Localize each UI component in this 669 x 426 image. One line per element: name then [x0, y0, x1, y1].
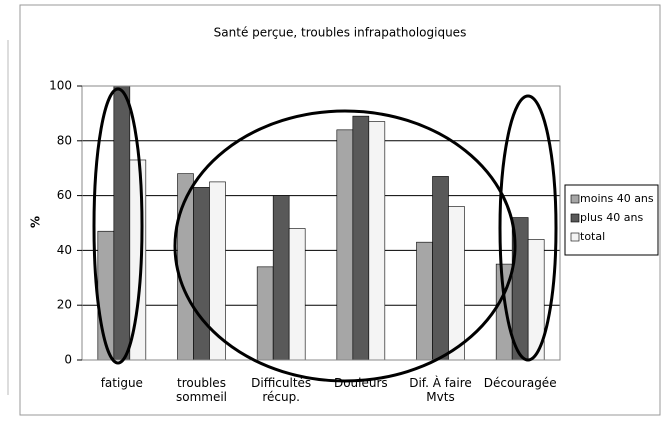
x-tick-label: Dif. À faire Mvts: [409, 376, 472, 404]
legend: [564, 184, 659, 256]
bar: [448, 206, 465, 361]
x-tick-label: troubles sommeil: [175, 376, 228, 404]
y-tick-label: 0: [64, 353, 72, 367]
bar: [272, 195, 290, 361]
legend-swatch: [570, 194, 580, 204]
bar: [256, 266, 274, 361]
y-tick-label: 40: [57, 243, 72, 257]
legend-swatch: [570, 213, 580, 223]
bar: [352, 115, 370, 361]
legend-label: total: [580, 230, 605, 243]
annotation-ellipse: [173, 109, 517, 383]
bar: [432, 176, 449, 361]
legend-swatch: [570, 232, 580, 242]
y-tick-label: 100: [49, 79, 72, 93]
bar: [416, 241, 433, 361]
y-tick-label: 80: [57, 133, 72, 147]
bar: [193, 187, 210, 361]
annotation-ellipse: [498, 94, 558, 362]
legend-label: plus 40 ans: [580, 211, 643, 224]
plot-area: [81, 85, 561, 361]
x-tick-label: Découragée: [483, 376, 557, 390]
x-tick-label: fatigue: [100, 376, 143, 390]
legend-label: moins 40 ans: [580, 192, 654, 205]
x-tick-label: Difficultés récup.: [251, 376, 312, 404]
bar: [368, 121, 386, 361]
x-tick-label: Douleurs: [333, 376, 388, 390]
bar: [288, 228, 306, 361]
y-tick-label: 60: [57, 188, 72, 202]
chart-title: Santé perçue, troubles infrapathologique…: [214, 26, 467, 40]
bar: [336, 129, 354, 361]
bar: [113, 85, 131, 361]
y-axis-label: %: [29, 216, 43, 228]
y-tick-label: 20: [57, 298, 72, 312]
annotation-ellipse: [92, 87, 144, 365]
